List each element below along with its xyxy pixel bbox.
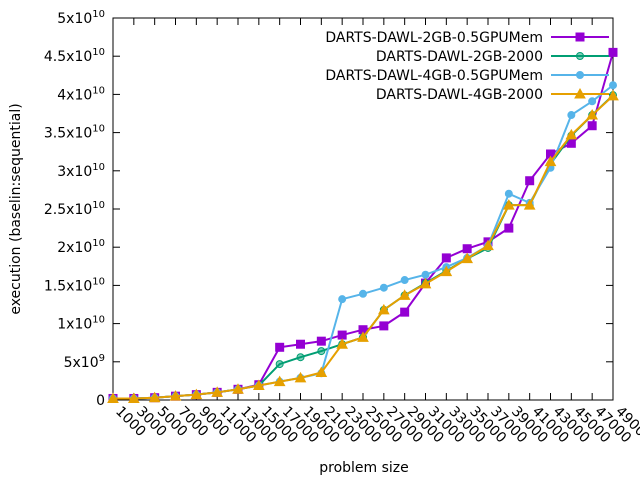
marker [148, 391, 161, 403]
marker [608, 47, 618, 57]
y-tick-label: 2x1010 [57, 238, 105, 256]
marker [523, 199, 536, 210]
marker [576, 71, 584, 79]
y-tick-label: 4.5x1010 [44, 47, 105, 65]
marker [317, 347, 326, 356]
marker [400, 307, 410, 317]
series-line [113, 84, 614, 400]
marker [338, 295, 347, 304]
marker [565, 128, 578, 140]
marker [419, 277, 432, 289]
marker [190, 388, 203, 400]
marker [441, 253, 451, 263]
y-tick-label: 3.5x1010 [44, 124, 105, 142]
marker [252, 379, 265, 390]
marker [315, 366, 328, 377]
marker [525, 176, 535, 186]
marker [462, 244, 472, 254]
legend-label: DARTS-DAWL-4GB-2000 [376, 87, 543, 103]
legend-label: DARTS-DAWL-4GB-0.5GPUMem [325, 68, 543, 84]
marker [400, 276, 409, 285]
marker [296, 339, 305, 349]
marker [127, 392, 140, 403]
marker [357, 331, 369, 342]
marker [379, 283, 388, 292]
marker [294, 371, 307, 383]
marker [296, 353, 305, 362]
marker [482, 239, 494, 251]
marker [586, 108, 599, 120]
marker [275, 360, 284, 369]
marker [379, 321, 389, 331]
marker [567, 111, 576, 120]
marker [574, 87, 586, 99]
marker [609, 81, 617, 90]
marker [336, 338, 349, 349]
series-line [113, 52, 614, 400]
legend-label: DARTS-DAWL-2GB-0.5GPUMem [325, 30, 543, 46]
y-tick-label: 1.5x1010 [44, 276, 105, 294]
marker [421, 270, 430, 279]
marker [504, 223, 514, 233]
marker [576, 52, 584, 60]
marker [587, 121, 597, 131]
marker [588, 97, 597, 106]
series-line [113, 95, 614, 400]
y-tick-label: 5x109 [64, 353, 105, 371]
marker [211, 386, 224, 397]
marker [461, 252, 474, 264]
y-tick-label: 0 [96, 393, 105, 409]
marker [359, 289, 367, 298]
y-tick-label: 5x1010 [57, 9, 105, 27]
marker [275, 342, 285, 352]
y-tick-label: 1x1010 [57, 315, 105, 333]
marker [337, 330, 347, 340]
series-line [113, 94, 614, 400]
marker [502, 199, 515, 210]
y-axis-label: execution (baselin:sequential) [8, 103, 24, 314]
marker [575, 32, 585, 42]
marker [607, 89, 619, 101]
y-tick-label: 3x1010 [57, 162, 105, 180]
legend-label: DARTS-DAWL-2GB-2000 [376, 49, 543, 65]
x-axis-label: problem size [319, 460, 409, 476]
marker [440, 265, 453, 277]
marker [107, 392, 119, 403]
marker [398, 289, 411, 300]
marker [273, 375, 286, 387]
y-tick-label: 4x1010 [57, 85, 105, 103]
marker [169, 390, 182, 401]
y-tick-label: 2.5x1010 [44, 200, 105, 218]
marker [504, 189, 513, 198]
marker [544, 155, 557, 167]
marker [232, 383, 244, 394]
marker [316, 336, 326, 346]
marker [377, 303, 390, 315]
